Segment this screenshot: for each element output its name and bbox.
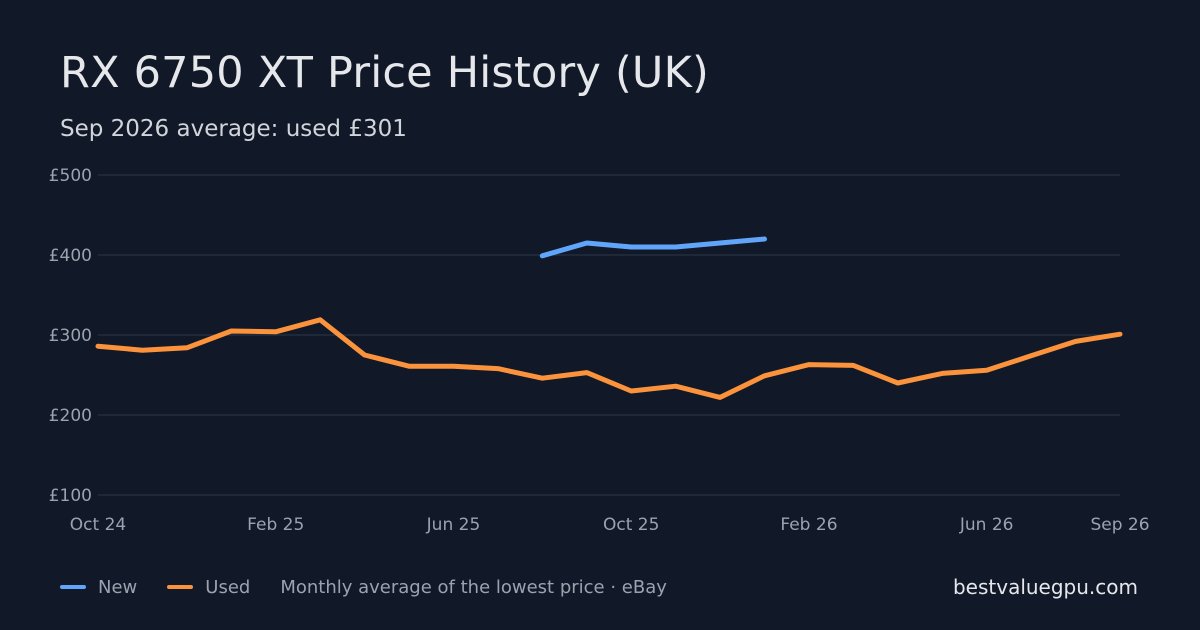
brand-link[interactable]: bestvaluegpu.com [952,575,1138,599]
y-tick-label: £200 [49,406,92,426]
legend-swatch-used [167,585,194,589]
x-tick-label: Feb 25 [247,515,304,535]
x-tick-label: Oct 24 [70,515,126,535]
legend: New Used Monthly average of the lowest p… [60,572,667,602]
chart-title: RX 6750 XT Price History (UK) [60,48,709,98]
legend-note: Monthly average of the lowest price · eB… [280,576,667,598]
legend-item-used[interactable]: Used [167,577,250,598]
series-lines [95,236,1123,400]
x-tick-label: Oct 25 [603,515,659,535]
grid-lines [98,174,1120,496]
y-tick-label: £100 [49,486,92,506]
legend-swatch-new [60,585,86,589]
legend-label-used: Used [205,576,251,598]
x-tick-label: Jun 25 [426,515,481,535]
x-tick-label: Feb 26 [780,515,837,535]
series-line-new[interactable] [539,236,767,259]
series-line-used[interactable] [95,317,1123,400]
x-tick-label: Jun 26 [959,515,1014,535]
y-tick-label: £400 [49,246,92,266]
x-axis-ticks: Oct 24 Feb 25 Jun 25 Oct 25 Feb 26 Jun 26 Sep … [70,515,1150,535]
y-tick-label: £500 [49,166,92,186]
legend-label-new: New [98,576,138,598]
x-tick-label: Sep 26 [1090,515,1149,535]
chart-subtitle: Sep 2026 average: used £301 [60,116,407,142]
legend-item-new[interactable]: New [60,577,137,598]
y-axis-ticks: £100 £200 £300 £400 £500 [49,166,92,506]
y-tick-label: £300 [49,326,92,346]
